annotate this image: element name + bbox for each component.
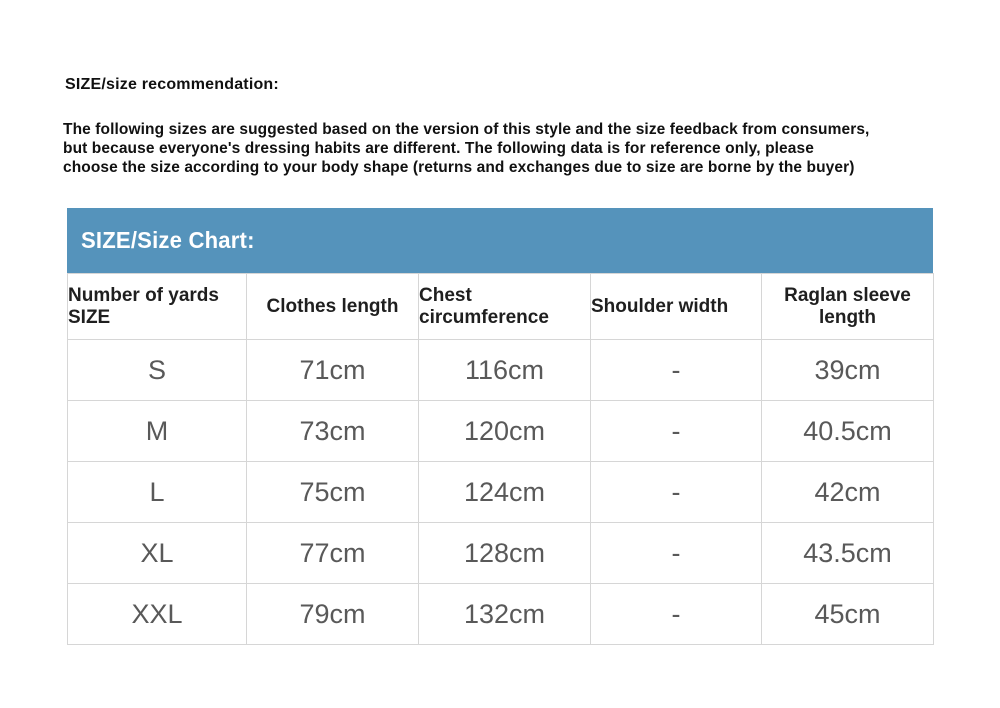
size-cell: S — [67, 339, 247, 401]
shoulder-width-cell: - — [590, 583, 762, 645]
chest-circumference-cell: 132cm — [418, 583, 591, 645]
size-recommendation-heading: SIZE/size recommendation: — [65, 76, 279, 93]
chest-circumference-cell: 116cm — [418, 339, 591, 401]
raglan-sleeve-length-cell: 39cm — [761, 339, 934, 401]
shoulder-width-cell: - — [590, 339, 762, 401]
column-header-chest-circumference: Chest circumference — [418, 273, 591, 340]
shoulder-width-cell: - — [590, 522, 762, 584]
clothes-length-cell: 79cm — [246, 583, 419, 645]
clothes-length-cell: 77cm — [246, 522, 419, 584]
shoulder-width-cell: - — [590, 400, 762, 462]
table-row-xl: XL 77cm 128cm - 43.5cm — [67, 522, 934, 584]
table-row-l: L 75cm 124cm - 42cm — [67, 461, 934, 523]
size-recommendation-paragraph: The following sizes are suggested based … — [63, 120, 953, 177]
chest-circumference-cell: 124cm — [418, 461, 591, 523]
clothes-length-cell: 71cm — [246, 339, 419, 401]
raglan-sleeve-length-cell: 40.5cm — [761, 400, 934, 462]
size-chart-banner: SIZE/Size Chart: — [67, 208, 933, 273]
column-header-clothes-length: Clothes length — [246, 273, 419, 340]
size-cell: M — [67, 400, 247, 462]
raglan-sleeve-length-cell: 45cm — [761, 583, 934, 645]
size-chart-title: SIZE/Size Chart: — [81, 227, 255, 253]
table-row-xxl: XXL 79cm 132cm - 45cm — [67, 583, 934, 645]
recommendation-line-1: The following sizes are suggested based … — [63, 121, 870, 138]
shoulder-width-cell: - — [590, 461, 762, 523]
raglan-sleeve-length-cell: 42cm — [761, 461, 934, 523]
column-header-size: Number of yards SIZE — [67, 273, 247, 340]
column-header-shoulder-width: Shoulder width — [590, 273, 762, 340]
chest-circumference-cell: 120cm — [418, 400, 591, 462]
table-row-m: M 73cm 120cm - 40.5cm — [67, 400, 934, 462]
clothes-length-cell: 75cm — [246, 461, 419, 523]
table-header-row: Number of yards SIZE Clothes length Ches… — [67, 273, 934, 340]
size-cell: XL — [67, 522, 247, 584]
raglan-sleeve-length-cell: 43.5cm — [761, 522, 934, 584]
chest-circumference-cell: 128cm — [418, 522, 591, 584]
size-cell: L — [67, 461, 247, 523]
clothes-length-cell: 73cm — [246, 400, 419, 462]
column-header-raglan-sleeve-length: Raglan sleeve length — [761, 273, 934, 340]
table-row-s: S 71cm 116cm - 39cm — [67, 339, 934, 401]
size-cell: XXL — [67, 583, 247, 645]
size-chart-section: SIZE/Size Chart: Number of yards SIZE Cl… — [67, 208, 934, 645]
recommendation-line-2: but because everyone's dressing habits a… — [63, 140, 814, 157]
size-chart-table: Number of yards SIZE Clothes length Ches… — [67, 273, 934, 645]
recommendation-line-3: choose the size according to your body s… — [63, 159, 855, 176]
